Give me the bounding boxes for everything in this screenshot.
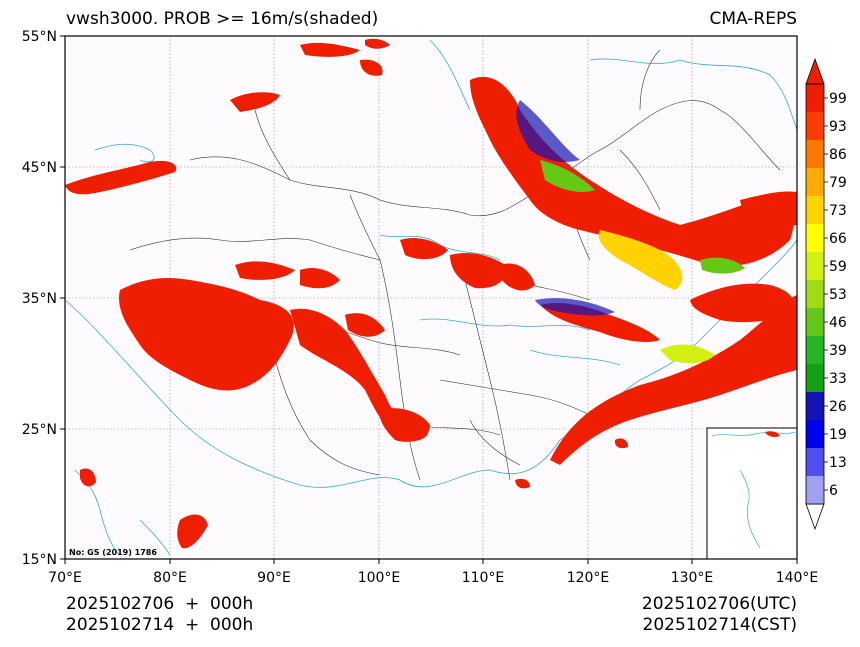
graticule (65, 36, 797, 559)
axis-ticks (60, 35, 798, 564)
colorbar-label: 59 (829, 259, 847, 275)
colorbar-cell (806, 392, 824, 420)
colorbar-label: 19 (829, 427, 847, 443)
colorbar-label: 39 (829, 343, 847, 359)
valid-utc-line: 2025102706(UTC) (641, 594, 797, 614)
init-cst-line: 2025102714 + 000h (66, 615, 254, 635)
colorbar-cell (806, 224, 824, 252)
colorbar-label: 6 (829, 483, 838, 499)
colorbar-cell (806, 140, 824, 168)
lon-label-100e: 100°E (358, 570, 401, 586)
colorbar-label: 99 (829, 91, 847, 107)
map-approval-number: No: GS (2019) 1786 (69, 548, 157, 557)
init-utc-line: 2025102706 + 000h (66, 594, 254, 614)
colorbar-label: 26 (829, 399, 847, 415)
colorbar-cell (806, 112, 824, 140)
colorbar-label: 93 (829, 119, 847, 135)
lat-label-45n: 45°N (22, 160, 57, 176)
colorbar-cell (806, 196, 824, 224)
valid-cst-line: 2025102714(CST) (642, 615, 797, 635)
lon-label-140e: 140°E (776, 570, 819, 586)
colorbar-label: 46 (829, 315, 847, 331)
colorbar-label: 13 (829, 455, 847, 471)
colorbar-cell (806, 84, 824, 112)
colorbar-cell (806, 364, 824, 392)
lon-label-120e: 120°E (567, 570, 610, 586)
forecast-init-times: 2025102706 + 000h 2025102714 + 000h (66, 594, 253, 636)
lat-label-25n: 25°N (22, 422, 57, 438)
lon-label-130e: 130°E (671, 570, 714, 586)
lon-label-90e: 90°E (257, 570, 291, 586)
lon-label-110e: 110°E (462, 570, 505, 586)
colorbar-cell (806, 448, 824, 476)
valid-times: 2025102706(UTC) 2025102714(CST) (560, 594, 797, 636)
model-name: CMA-REPS (709, 9, 797, 29)
colorbar: 6 13 19 26 33 39 46 53 59 66 73 79 86 93 99 (805, 57, 847, 531)
south-china-sea-inset (706, 427, 798, 560)
inset-shade (765, 431, 780, 437)
lat-label-55n: 55°N (22, 29, 57, 45)
inset-coastline (711, 431, 796, 549)
latitude-labels: 55°N 45°N 35°N 25°N 15°N (22, 29, 57, 568)
colorbar-cell (806, 308, 824, 336)
colorbar-label: 79 (829, 175, 847, 191)
colorbar-cell (806, 252, 824, 280)
colorbar-cell (806, 168, 824, 196)
colorbar-label: 86 (829, 147, 847, 163)
colorbar-label: 33 (829, 371, 847, 387)
map-title: vwsh3000. PROB >= 16m/s(shaded) (66, 9, 379, 29)
colorbar-bottom-arrow (805, 503, 825, 531)
lon-label-70e: 70°E (48, 570, 82, 586)
colorbar-label: 73 (829, 203, 847, 219)
longitude-labels: 70°E 80°E 90°E 100°E 110°E 120°E 130°E 1… (48, 570, 818, 586)
lon-label-80e: 80°E (153, 570, 187, 586)
lat-label-35n: 35°N (22, 291, 57, 307)
probability-shading (65, 38, 797, 549)
colorbar-cell (806, 476, 824, 504)
colorbar-cell (806, 336, 824, 364)
colorbar-cell (806, 420, 824, 448)
colorbar-top-arrow (805, 57, 825, 85)
colorbar-cell (806, 280, 824, 308)
lat-label-15n: 15°N (22, 552, 57, 568)
colorbar-label: 53 (829, 287, 847, 303)
colorbar-label: 66 (829, 231, 847, 247)
